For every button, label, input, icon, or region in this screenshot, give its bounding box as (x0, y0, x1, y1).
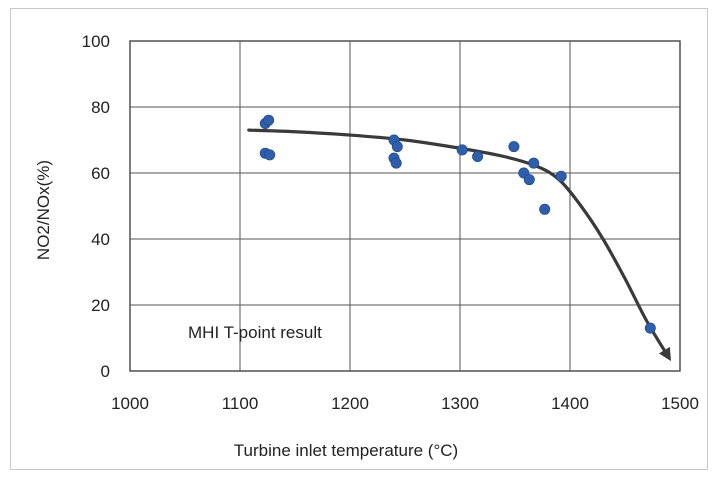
x-tick-label: 1100 (222, 394, 259, 413)
y-tick-label: 60 (91, 164, 110, 183)
data-point (472, 151, 484, 163)
data-point (264, 149, 276, 161)
data-point (508, 141, 520, 153)
y-axis-title: NO2/NOx(%) (34, 160, 53, 260)
data-point (555, 170, 567, 182)
y-tick-label: 40 (91, 230, 110, 249)
y-tick-label: 80 (91, 98, 110, 117)
data-point (528, 157, 540, 169)
x-axis-title: Turbine inlet temperature (°C) (234, 441, 458, 460)
x-tick-label: 1300 (441, 394, 479, 413)
data-point (456, 144, 468, 156)
data-point (539, 203, 551, 215)
data-point (390, 157, 402, 169)
x-tick-label: 1000 (111, 394, 149, 413)
x-tick-label: 1200 (331, 394, 369, 413)
data-points (259, 114, 656, 334)
x-tick-label: 1400 (551, 394, 589, 413)
tick-labels: 1000 1100 1200 1300 1400 1500 0 20 40 60 80 100 (82, 32, 699, 413)
y-tick-label: 20 (91, 296, 110, 315)
scatter-chart: 1000 1100 1200 1300 1400 1500 0 20 40 60 80 100 MHI… (34, 32, 699, 460)
chart-annotation: MHI T-point result (188, 323, 322, 342)
y-tick-label: 100 (82, 32, 110, 51)
plot-area (129, 40, 681, 372)
x-tick-label: 1500 (661, 394, 699, 413)
chart-frame: 1000 1100 1200 1300 1400 1500 0 20 40 60 80 100 MHI… (10, 8, 708, 470)
data-point (644, 322, 656, 334)
data-point (391, 141, 403, 153)
data-point (523, 174, 535, 186)
grid-lines (129, 40, 681, 372)
y-tick-label: 0 (101, 362, 110, 381)
data-point (263, 114, 275, 126)
